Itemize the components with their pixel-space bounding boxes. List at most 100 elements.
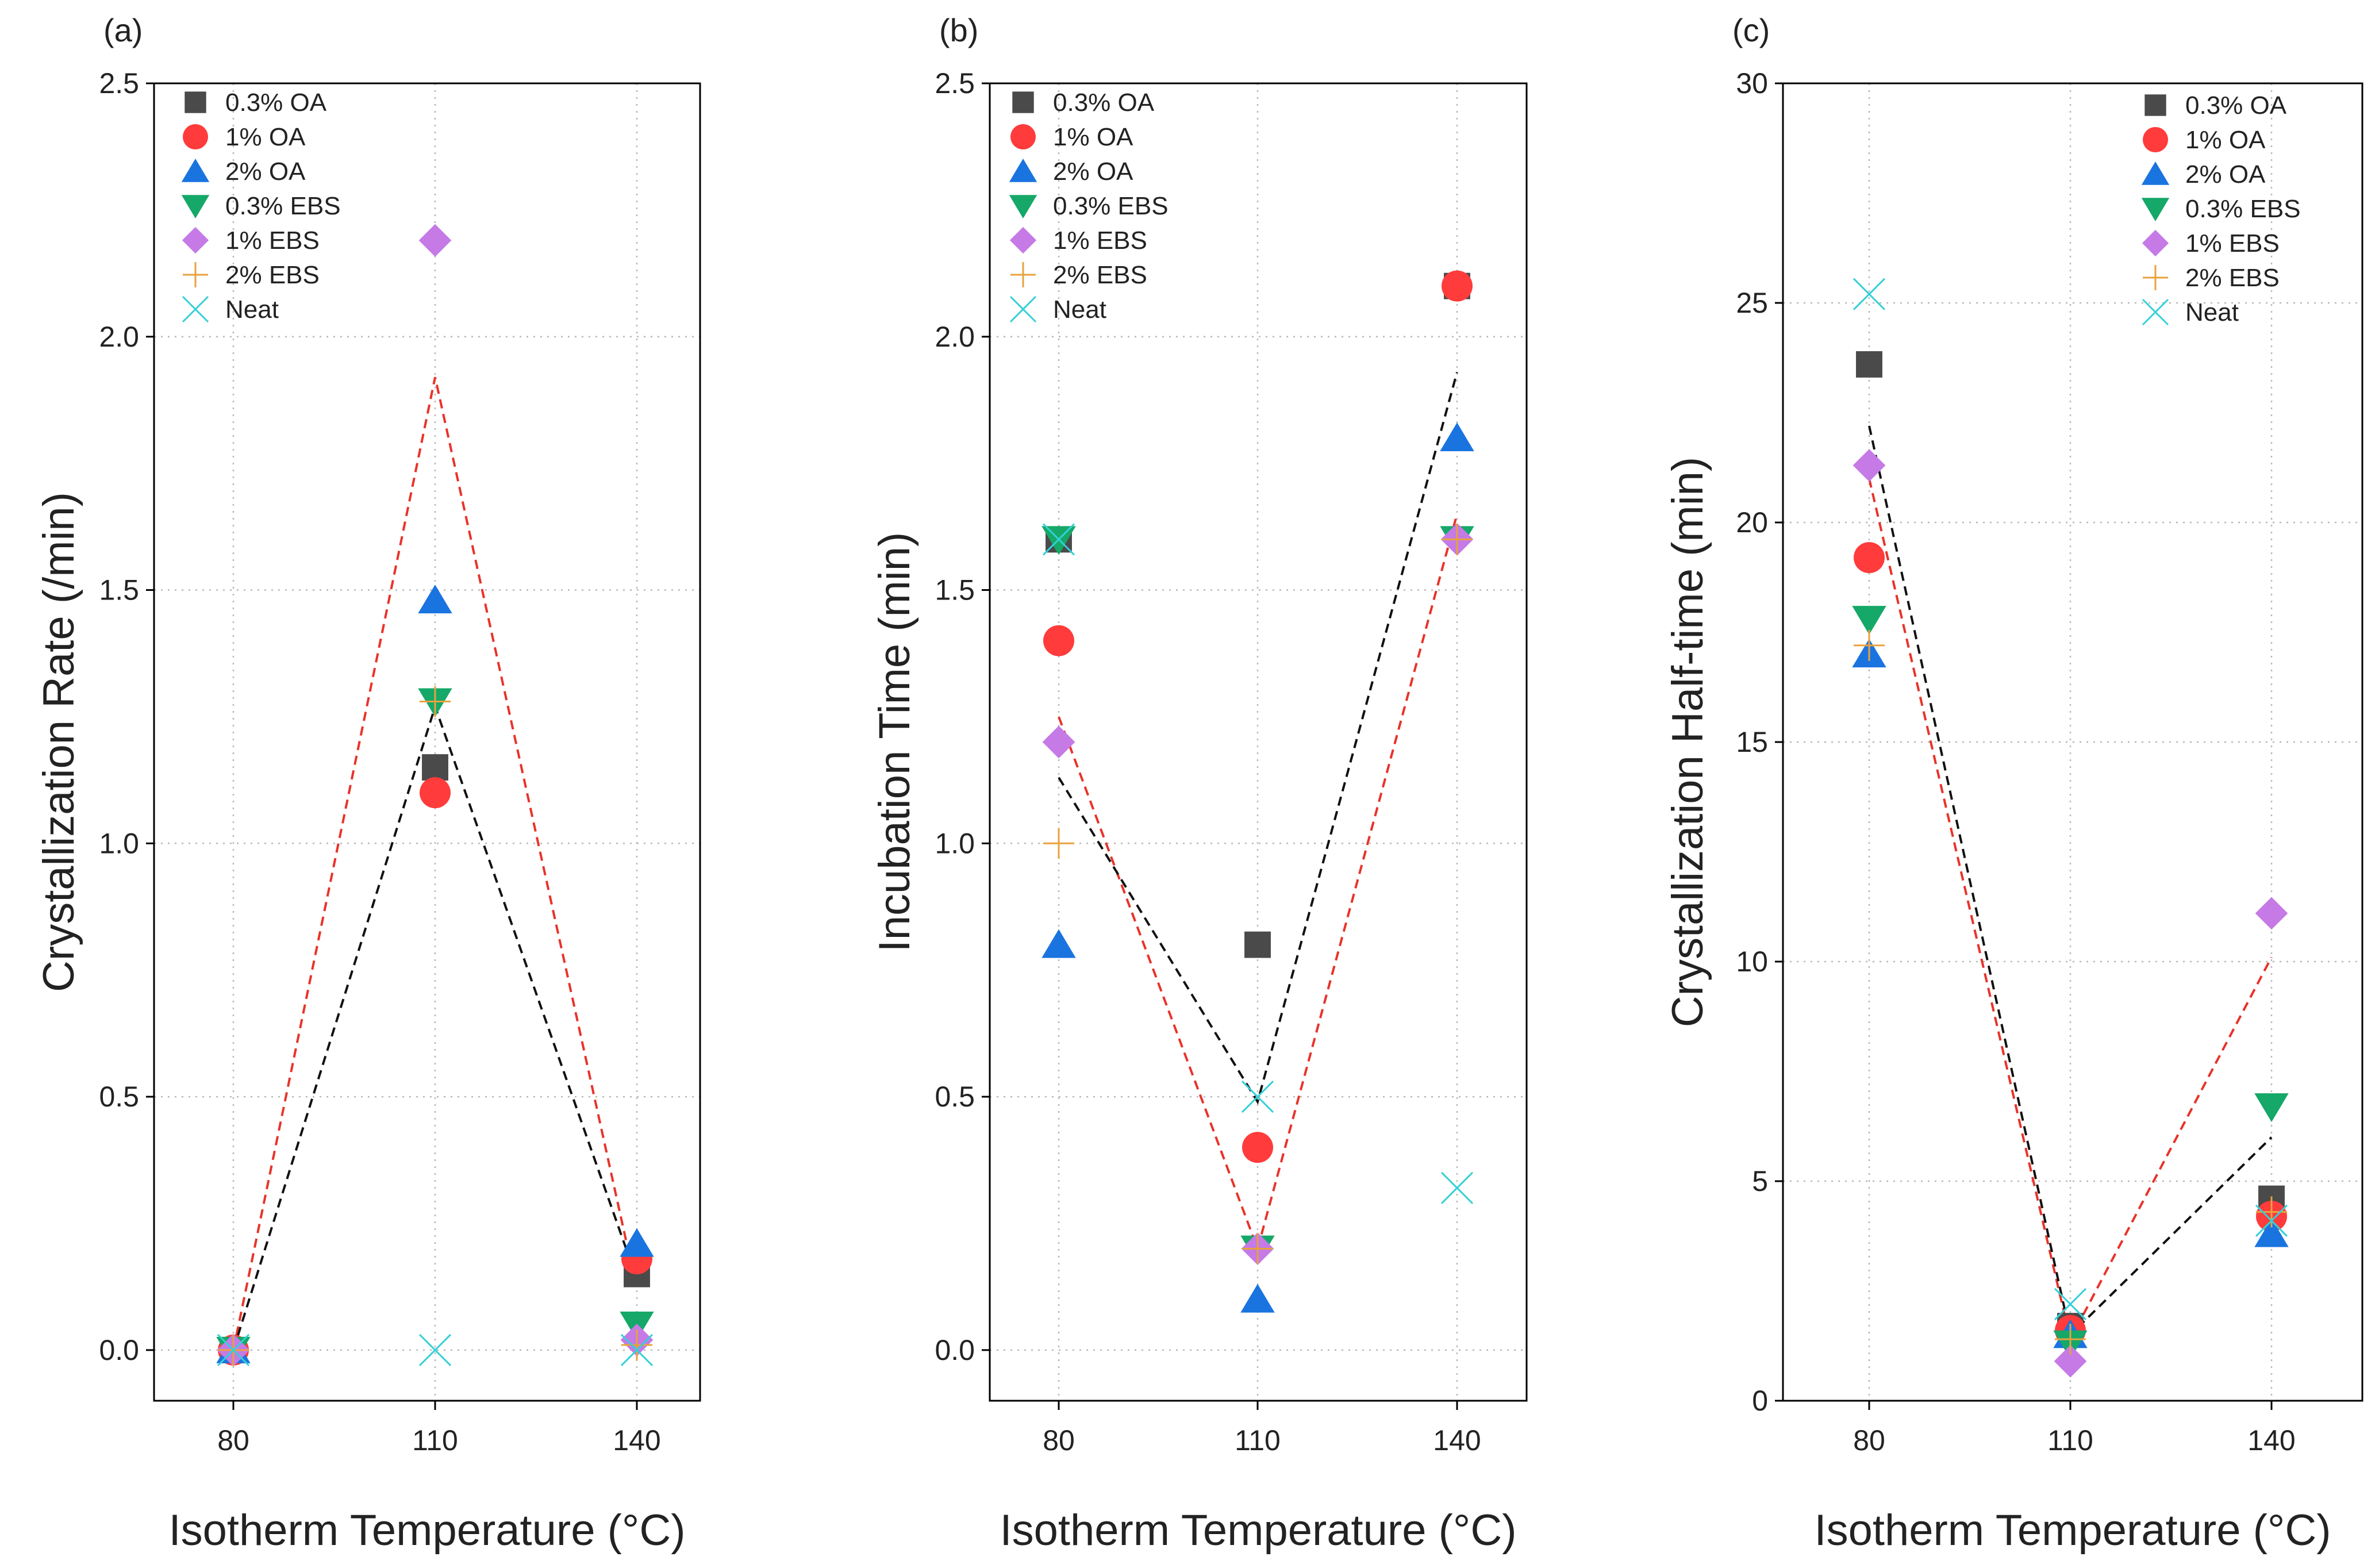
legend-marker-2-oa [181, 159, 210, 182]
point-2-oa-140 [620, 1228, 654, 1257]
legend-label-1-oa: 1% OA [1053, 123, 1133, 151]
point-neat-80 [1853, 278, 1886, 310]
point-2-ebs-140 [2256, 1196, 2287, 1228]
legend-label-1-ebs: 1% EBS [225, 226, 320, 255]
legend-label-0-3-oa: 0.3% OA [1053, 89, 1155, 117]
legend-label-2-ebs: 2% EBS [2185, 264, 2280, 292]
legend-label-2-oa: 2% OA [1053, 157, 1133, 186]
y-tick-label: 0.0 [99, 1334, 139, 1366]
legend-marker-1-oa [1010, 124, 1036, 149]
point-2-oa-110 [418, 585, 452, 614]
point-0-3-ebs-140 [2254, 1093, 2289, 1123]
legend-marker-0-3-oa [185, 91, 206, 113]
x-tick-label: 140 [1433, 1424, 1481, 1456]
legend-label-2-ebs: 2% EBS [1053, 261, 1147, 289]
y-tick-label: 10 [1736, 946, 1768, 978]
point-1-oa-80 [1854, 542, 1885, 574]
y-axis-title: Crystallization Half-time (min) [1663, 457, 1712, 1027]
point-2-oa-110 [1240, 1283, 1275, 1313]
panel-b: 0.0 0.5 1.0 1.5 2.0 2.5 80 110 140 Isotherm Tempe… [870, 12, 1528, 1555]
point-2-ebs-110 [1242, 1233, 1273, 1265]
point-2-ebs-140 [1442, 524, 1473, 555]
point-2-ebs-80 [1043, 828, 1074, 859]
legend-marker-1-oa [183, 124, 208, 149]
x-axis-title: Isotherm Temperature (°C) [1000, 1506, 1516, 1555]
panel-label: (b) [939, 12, 978, 48]
point-neat-80 [1042, 523, 1075, 556]
point-neat-110 [418, 1333, 452, 1366]
point-1-oa-140 [1442, 270, 1473, 302]
x-tick-label: 80 [1043, 1424, 1075, 1456]
plot-frame [153, 82, 701, 1402]
point-0-3-oa-80 [1856, 351, 1882, 378]
y-tick-label: 1.0 [935, 827, 975, 859]
legend-label-2-oa: 2% OA [2185, 160, 2266, 189]
point-0-3-oa-110 [1244, 931, 1271, 958]
y-tick-label: 1.5 [99, 574, 139, 606]
x-tick-label: 110 [1235, 1424, 1281, 1456]
point-neat-110 [1241, 1081, 1274, 1113]
y-tick-label: 0.5 [935, 1081, 975, 1113]
legend-marker-0-3-ebs [1009, 195, 1037, 218]
x-tick-label: 140 [613, 1424, 660, 1456]
point-1-oa-80 [1043, 625, 1074, 656]
trend-line [232, 376, 638, 1351]
legend-label-1-ebs: 1% EBS [2185, 229, 2280, 258]
point-neat-80 [217, 1333, 250, 1366]
legend-marker-1-ebs [2142, 229, 2169, 257]
point-2-ebs-110 [2055, 1324, 2086, 1355]
point-2-oa-140 [1440, 422, 1474, 452]
point-neat-140 [2255, 1204, 2288, 1237]
legend-marker-2-ebs [1010, 262, 1036, 287]
legend-marker-neat [2142, 298, 2169, 326]
point-1-ebs-80 [1853, 449, 1886, 482]
x-tick-label: 140 [2247, 1424, 2295, 1456]
legend-marker-2-oa [1009, 159, 1037, 182]
point-1-ebs-110 [2054, 1344, 2087, 1378]
legend-marker-1-oa [2143, 127, 2168, 152]
y-tick-label: 25 [1736, 287, 1768, 319]
y-tick-label: 2.0 [935, 321, 975, 353]
legend-label-1-oa: 1% OA [2185, 126, 2266, 154]
legend-marker-1-ebs [182, 226, 209, 254]
legend-label-0-3-oa: 0.3% OA [2185, 91, 2287, 120]
legend-label-0-3-oa: 0.3% OA [225, 89, 327, 117]
y-tick-label: 0 [1752, 1385, 1768, 1417]
point-neat-110 [2054, 1288, 2087, 1320]
x-axis-title: Isotherm Temperature (°C) [168, 1506, 685, 1555]
panel-label: (c) [1732, 12, 1770, 48]
legend-label-2-ebs: 2% EBS [225, 261, 320, 289]
legend-marker-0-3-oa [2144, 94, 2166, 116]
point-2-oa-80 [1041, 929, 1076, 958]
legend-label-1-oa: 1% OA [225, 123, 306, 151]
y-tick-label: 20 [1736, 506, 1768, 539]
legend-marker-0-3-oa [1012, 91, 1034, 113]
legend-label-0-3-ebs: 0.3% EBS [1053, 192, 1169, 220]
x-tick-label: 110 [2047, 1424, 2093, 1456]
legend-marker-2-ebs [183, 262, 208, 287]
x-tick-label: 80 [217, 1424, 249, 1456]
x-tick-label: 110 [412, 1424, 458, 1456]
legend-label-2-oa: 2% OA [225, 157, 306, 186]
point-1-ebs-80 [1042, 725, 1075, 759]
y-tick-label: 1.5 [935, 574, 975, 606]
legend-marker-2-ebs [2143, 265, 2168, 290]
x-axis-title: Isotherm Temperature (°C) [1814, 1506, 2331, 1555]
legend-marker-0-3-ebs [2141, 198, 2170, 221]
y-tick-label: 0.5 [99, 1081, 139, 1113]
legend-label-neat: Neat [2185, 298, 2239, 326]
legend-label-neat: Neat [225, 295, 279, 324]
legend-label-neat: Neat [1053, 295, 1106, 324]
y-tick-label: 2.5 [99, 67, 139, 99]
legend-marker-neat [182, 295, 209, 323]
point-2-oa-140 [2254, 1218, 2289, 1247]
legend-label-0-3-ebs: 0.3% EBS [2185, 195, 2301, 223]
point-1-oa-110 [1242, 1132, 1273, 1163]
point-2-ebs-140 [621, 1329, 652, 1361]
point-neat-140 [1440, 1171, 1474, 1204]
point-1-oa-110 [420, 777, 451, 809]
y-axis-title: Incubation Time (min) [870, 532, 919, 952]
point-neat-140 [620, 1333, 654, 1366]
y-tick-label: 2.5 [935, 67, 975, 99]
